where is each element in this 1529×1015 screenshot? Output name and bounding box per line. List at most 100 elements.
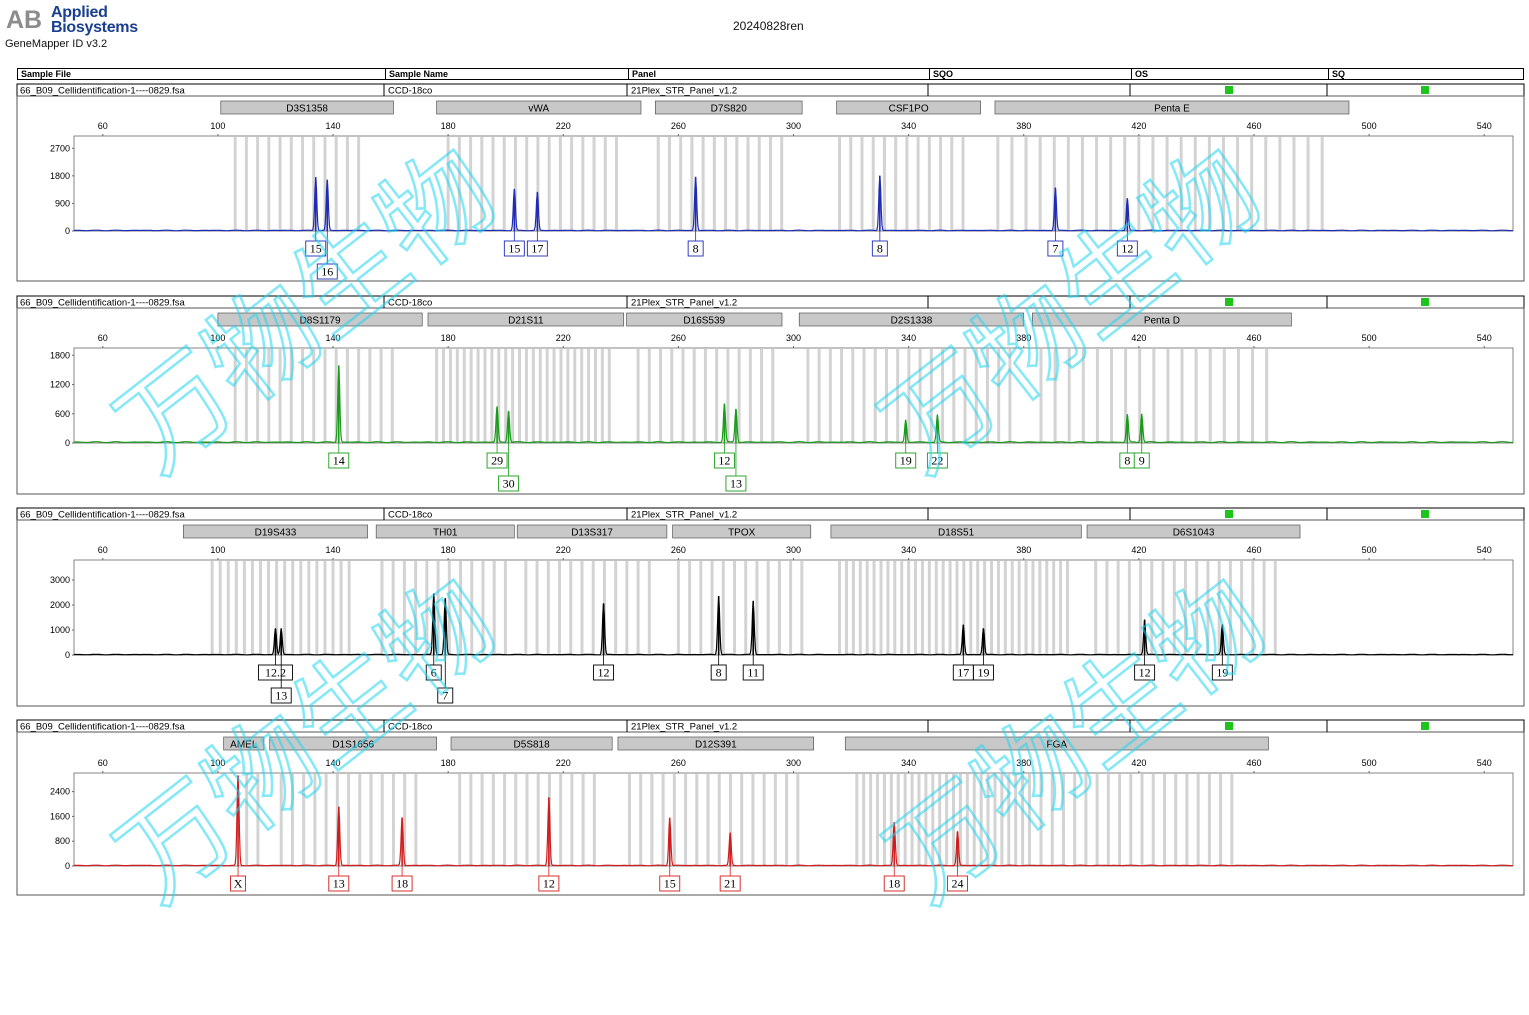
allele-bin	[233, 137, 237, 231]
marker-d6s1043: D6S1043	[1086, 524, 1301, 539]
allele-bin	[688, 561, 692, 655]
x-tick-label: 100	[210, 545, 225, 555]
allele-bin	[483, 349, 487, 443]
marker-bar	[798, 312, 1025, 327]
allele-bin	[1010, 561, 1014, 655]
allele-bin	[952, 349, 956, 443]
allele-bin	[996, 137, 1000, 231]
x-tick-label: 60	[98, 121, 108, 131]
call-box	[498, 475, 520, 492]
allele-bin	[955, 561, 959, 655]
allele-bin	[858, 561, 862, 655]
allele-bin	[773, 774, 777, 866]
call-box	[230, 875, 246, 892]
call-box	[526, 240, 548, 257]
col-sqo: SQO	[929, 69, 1131, 79]
call-box	[719, 875, 741, 892]
allele-bin	[961, 137, 965, 231]
run-name: 20240828ren	[733, 19, 804, 33]
allele-bin	[458, 774, 462, 866]
allele-bin	[469, 774, 473, 866]
allele-bin	[1196, 774, 1200, 866]
x-tick-label: 460	[1246, 333, 1261, 343]
sq-status-icon	[1421, 510, 1429, 518]
allele-bin	[844, 561, 848, 655]
allele-bin	[313, 774, 317, 866]
marker-label: D18S51	[938, 528, 975, 539]
allele-bin	[447, 561, 451, 655]
marker-bar	[217, 312, 423, 327]
x-tick-label: 500	[1362, 545, 1377, 555]
allele-bin	[927, 137, 931, 231]
allele-bin	[650, 774, 654, 866]
allele-bin	[345, 349, 349, 443]
marker-bar	[1032, 312, 1292, 327]
allele-bin	[569, 561, 573, 655]
allele-bin	[234, 561, 238, 655]
marker-label: D1S1656	[332, 740, 374, 751]
allele-bin	[357, 137, 361, 231]
x-tick-label: 420	[1131, 333, 1146, 343]
allele-bin	[258, 561, 262, 655]
call-label: 19	[900, 454, 912, 468]
allele-bin	[639, 774, 643, 866]
allele-bin	[735, 137, 739, 231]
call-box	[742, 664, 764, 681]
allele-bin	[334, 349, 338, 443]
allele-bin	[985, 349, 989, 443]
y-tick-label: 3000	[50, 575, 70, 585]
allele-bin	[1081, 349, 1085, 443]
allele-bin	[566, 349, 570, 443]
allele-bin	[1193, 137, 1197, 231]
col-sample-file: Sample File	[21, 69, 72, 79]
x-tick-label: 140	[326, 545, 341, 555]
allele-bin	[1014, 774, 1018, 866]
allele-bin	[403, 774, 407, 866]
allele-bin	[1109, 137, 1113, 231]
x-tick-label: 220	[556, 758, 571, 768]
allele-bin	[614, 561, 618, 655]
allele-call: 22	[926, 443, 948, 469]
allele-bin	[965, 774, 969, 866]
allele-bin	[703, 349, 707, 443]
x-tick-label: 340	[901, 758, 916, 768]
allele-bin	[331, 561, 335, 655]
allele-bin	[712, 137, 716, 231]
allele-bin	[679, 137, 683, 231]
allele-bin	[302, 774, 306, 866]
dye-panel-3: 66_B09_Cellidentification-1----0829.fsa C…	[16, 507, 1525, 707]
allele-bin	[917, 774, 921, 866]
allele-bin	[502, 137, 506, 231]
allele-bin	[1165, 137, 1169, 231]
allele-bin	[491, 774, 495, 866]
allele-bin	[1278, 137, 1282, 231]
panel-frame	[16, 307, 1525, 495]
x-tick-label: 380	[1016, 333, 1031, 343]
allele-bin	[600, 349, 604, 443]
allele-bin	[1027, 774, 1031, 866]
allele-bin	[347, 774, 351, 866]
allele-call: 24	[947, 866, 968, 892]
x-tick-label: 220	[556, 545, 571, 555]
allele-bin	[893, 561, 897, 655]
col-sq: SQ	[1328, 69, 1523, 79]
allele-bin	[715, 349, 719, 443]
marker-penta-d: Penta D	[1032, 312, 1292, 327]
allele-bin	[1105, 561, 1109, 655]
allele-bin	[1236, 349, 1240, 443]
allele-bin	[963, 349, 967, 443]
sample-info-row	[16, 83, 1525, 97]
allele-bin	[962, 561, 966, 655]
allele-bin	[974, 349, 978, 443]
allele-bin	[358, 774, 362, 866]
marker-bar	[844, 736, 1269, 751]
allele-bin	[1221, 137, 1225, 231]
call-box	[926, 452, 948, 469]
allele-bin	[242, 561, 246, 655]
allele-bin	[536, 774, 540, 866]
y-tick-label: 2000	[50, 600, 70, 610]
allele-bin	[751, 774, 755, 866]
allele-bin	[733, 561, 737, 655]
allele-bin	[1183, 561, 1187, 655]
allele-bin	[889, 774, 893, 866]
